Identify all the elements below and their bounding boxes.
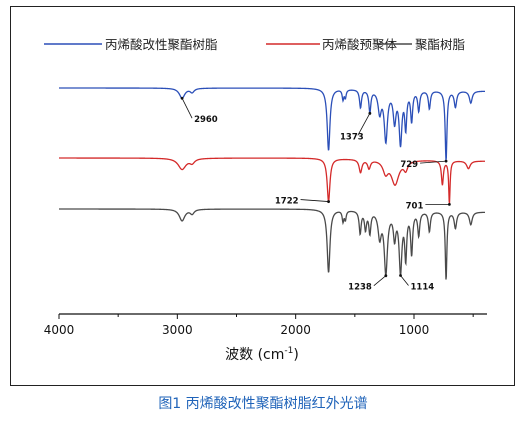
legend-label-3: 聚酯树脂 xyxy=(415,37,465,52)
annotation-arrowhead xyxy=(327,200,330,203)
annotation-arrowhead xyxy=(384,274,388,278)
annotation-arrow xyxy=(400,275,409,286)
annotation-layer: 2960 1373 729 1722 701 1238 1114 xyxy=(180,96,451,293)
annotation-label: 1114 xyxy=(411,283,435,293)
figure-caption: 图1 丙烯酸改性聚酯树脂红外光谱 xyxy=(158,396,368,412)
annotation-arrowhead xyxy=(447,203,451,206)
x-axis: 4000 3000 2000 1000 xyxy=(44,313,487,337)
x-tick-label: 3000 xyxy=(162,323,193,337)
series-layer xyxy=(59,87,485,280)
series-line-1 xyxy=(59,87,485,161)
series-line-3 xyxy=(59,208,485,280)
x-tick-label: 4000 xyxy=(44,323,75,337)
ir-spectrum-chart: 丙烯酸改性聚酯树脂 丙烯酸预聚体 聚酯树脂 2960 1373 729 1722 701 12… xyxy=(44,37,487,363)
x-tick-label: 1000 xyxy=(399,323,430,337)
annotation-label: 1722 xyxy=(275,197,299,207)
x-tick-label: 2000 xyxy=(280,323,311,337)
legend: 丙烯酸改性聚酯树脂 丙烯酸预聚体 聚酯树脂 xyxy=(44,37,465,52)
annotation-arrowhead xyxy=(180,96,184,100)
legend-label-2: 丙烯酸预聚体 xyxy=(322,37,398,52)
annotation-label: 701 xyxy=(406,201,424,211)
annotation-arrowhead xyxy=(444,159,448,163)
annotation-arrow xyxy=(300,199,329,202)
x-axis-label-main: 波数 (cm xyxy=(225,347,284,363)
annotation-arrowhead xyxy=(399,274,402,277)
x-axis-label-sup: -1 xyxy=(284,346,293,356)
annotation-label: 1238 xyxy=(348,283,372,293)
annotation-label: 2960 xyxy=(194,115,218,125)
annotation-label: 729 xyxy=(400,160,418,170)
annotation-arrowhead xyxy=(368,111,372,115)
legend-label-1: 丙烯酸改性聚酯树脂 xyxy=(105,37,218,52)
annotation-arrow xyxy=(181,98,193,119)
x-axis-label-close: ) xyxy=(293,347,298,363)
annotation-arrow xyxy=(420,160,447,164)
figure-frame xyxy=(10,6,515,386)
annotation-label: 1373 xyxy=(340,132,364,142)
annotation-arrow xyxy=(373,275,387,287)
series-line-2 xyxy=(59,157,485,204)
annotation-arrow xyxy=(357,113,371,136)
x-axis-label: 波数 (cm-1) xyxy=(225,346,299,363)
